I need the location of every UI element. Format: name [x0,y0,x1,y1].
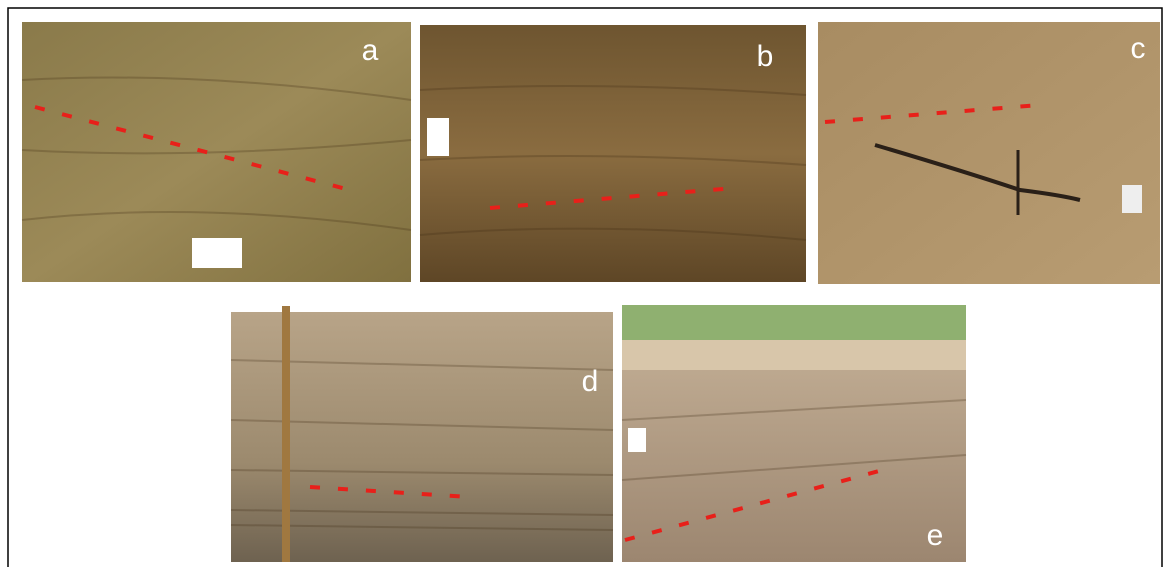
panel-c: c [818,22,1160,284]
panel-a: a [22,22,411,282]
panel-e: e [622,305,966,562]
panel-label: a [362,34,379,67]
panel-label: d [582,365,599,398]
figure: a b c d e [0,0,1170,567]
panel-d: d [231,306,613,562]
panel-b: b [420,25,806,282]
panel-label: c [1131,32,1146,65]
panel-label: b [757,40,774,73]
panel-label: e [927,519,944,552]
